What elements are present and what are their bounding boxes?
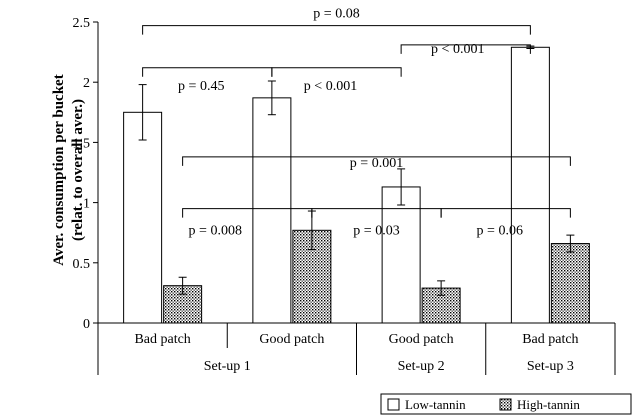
bracket-line [271,67,402,77]
bar-high-tannin [550,243,590,324]
error-bar [566,234,575,253]
legend-label: High-tannin [517,397,580,412]
bracket-line [440,208,571,218]
error-bar [267,80,276,116]
bracket-line [311,208,442,218]
p-value-label: p < 0.001 [304,79,357,94]
error-bar [178,276,187,295]
x-group-label: Set-up 3 [527,359,574,374]
legend-swatch [499,398,512,411]
bracket-line [142,25,531,35]
y-tick-label: 2 [83,76,90,91]
y-tick-label: 0.5 [73,257,91,272]
bar-low-tannin [381,186,421,324]
p-value-label: p = 0.08 [313,7,359,22]
y-tick-label: 0 [83,317,90,332]
p-value-label: p = 0.06 [477,224,523,239]
bar-low-tannin [123,111,163,324]
p-value-label: p = 0.03 [353,224,399,239]
significance-bracket: p = 0.001 [182,156,571,171]
bracket-line [400,44,531,54]
x-group-label: Set-up 1 [204,359,251,374]
error-bar [138,84,147,141]
significance-annotations: p = 0.08 p = 0.45 p < 0.001 p < 0.001 p = 0.… [142,7,571,239]
bracket-line [142,67,273,77]
y-tick-label: 1 [83,197,90,212]
significance-bracket: p = 0.06 [440,208,571,239]
legend-swatch [387,398,400,411]
legend-label: Low-tannin [405,397,466,412]
y-tick-label: 2.5 [73,16,91,31]
significance-bracket: p < 0.001 [400,42,531,57]
error-bars [138,45,575,296]
legend: Low-tannin High-tannin [380,393,632,415]
x-group-label: Set-up 2 [398,359,445,374]
y-axis: 0 0.5 1 1.5 2 2.5 [73,16,99,332]
p-value-label: p < 0.001 [431,42,484,57]
p-value-label: p = 0.001 [350,156,403,171]
p-value-label: p = 0.008 [189,224,242,239]
bar-low-tannin [252,97,292,324]
y-axis-title-line1: Aver. consumption per bucket [51,74,67,265]
error-bar [397,168,406,206]
y-axis-title-line2: (relat. to overall aver.) [70,99,86,241]
bracket-line [182,156,571,166]
bracket-line [182,208,313,218]
significance-bracket: p = 0.08 [142,7,531,35]
bar-low-tannin [510,46,550,324]
y-tick-label: 1.5 [73,136,91,151]
x-category-label: Bad patch [522,332,578,347]
error-bar [437,280,446,296]
significance-bracket: p = 0.45 [142,67,273,94]
x-axis: Bad patch Good patch Good patch Bad patch Se… [97,322,616,375]
x-category-label: Good patch [259,332,324,347]
x-category-label: Bad patch [134,332,190,347]
x-category-label: Good patch [389,332,454,347]
y-axis-title: Aver. consumption per bucket (relat. to … [51,74,86,265]
significance-bracket: p < 0.001 [271,67,402,94]
p-value-label: p = 0.45 [178,79,224,94]
bars [123,46,590,324]
